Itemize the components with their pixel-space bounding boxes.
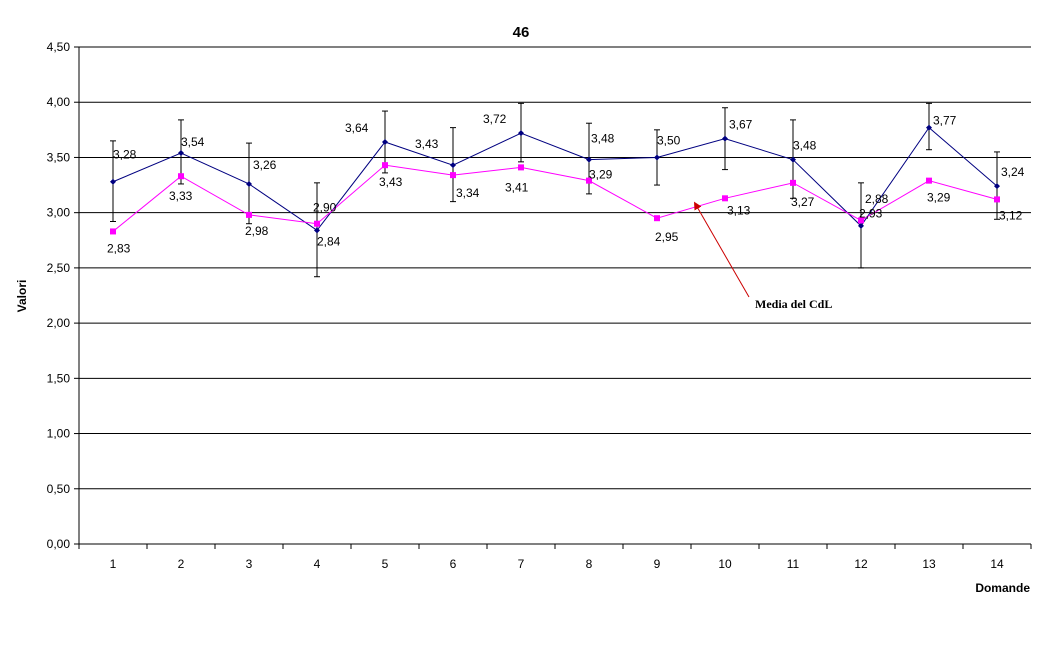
data-label: 3,54 bbox=[181, 135, 205, 149]
data-label: 3,77 bbox=[933, 114, 957, 128]
y-tick-label: 4,00 bbox=[47, 95, 71, 109]
x-tick-label: 5 bbox=[382, 557, 389, 571]
data-point bbox=[790, 156, 796, 163]
data-label: 3,13 bbox=[727, 203, 751, 217]
data-point bbox=[110, 228, 116, 235]
data-label: 2,93 bbox=[859, 206, 883, 220]
data-label: 3,43 bbox=[379, 175, 403, 189]
data-point bbox=[722, 195, 728, 202]
series-line-1 bbox=[112, 126, 998, 232]
data-label: 3,50 bbox=[657, 133, 681, 147]
series-lines bbox=[112, 126, 998, 232]
data-point bbox=[246, 211, 252, 218]
data-point bbox=[994, 183, 1000, 190]
data-point bbox=[518, 164, 524, 171]
series-line-2 bbox=[112, 164, 998, 232]
annotation-label: Media del CdL bbox=[755, 297, 832, 311]
data-label: 3,34 bbox=[456, 186, 480, 200]
gridlines bbox=[79, 46, 1031, 490]
data-label: 3,28 bbox=[113, 148, 137, 162]
y-tick-label: 0,00 bbox=[47, 537, 71, 551]
x-tick-label: 10 bbox=[718, 557, 732, 571]
annotation-arrow bbox=[694, 201, 750, 298]
data-label: 3,67 bbox=[729, 118, 753, 132]
x-tick-label: 11 bbox=[787, 557, 800, 571]
data-point bbox=[110, 178, 116, 185]
x-tick-label: 6 bbox=[450, 557, 457, 571]
data-label: 3,26 bbox=[253, 158, 277, 172]
chart-title: 46 bbox=[513, 24, 530, 41]
data-point bbox=[586, 156, 592, 163]
error-bars bbox=[110, 102, 1000, 278]
y-tick-label: 2,00 bbox=[47, 316, 71, 330]
data-label: 2,90 bbox=[313, 201, 337, 215]
y-tick-label: 3,50 bbox=[47, 150, 71, 164]
data-label: 3,27 bbox=[791, 195, 815, 209]
data-label: 3,43 bbox=[415, 137, 439, 151]
data-point bbox=[518, 130, 524, 137]
series-markers bbox=[110, 124, 1000, 235]
data-point bbox=[586, 177, 592, 184]
data-point bbox=[314, 227, 320, 234]
data-label: 3,29 bbox=[927, 191, 951, 205]
data-label: 3,12 bbox=[999, 208, 1023, 222]
y-tick-label: 0,50 bbox=[47, 482, 71, 496]
data-point bbox=[858, 217, 864, 224]
y-tick-label: 1,50 bbox=[47, 371, 71, 385]
x-axis-title: Domande bbox=[975, 581, 1030, 595]
data-point bbox=[450, 162, 456, 169]
data-point bbox=[926, 124, 932, 131]
x-tick-label: 9 bbox=[654, 557, 661, 571]
data-point bbox=[790, 179, 796, 186]
data-label: 3,41 bbox=[505, 180, 529, 194]
data-label: 3,48 bbox=[793, 139, 817, 153]
data-point bbox=[926, 177, 932, 184]
data-point bbox=[178, 150, 184, 157]
y-tick-label: 3,00 bbox=[47, 206, 71, 220]
data-point bbox=[858, 222, 864, 229]
x-tick-label: 8 bbox=[586, 557, 593, 571]
x-tick-label: 3 bbox=[246, 557, 253, 571]
y-tick-label: 1,00 bbox=[47, 427, 71, 441]
x-axis: 1 2 3 4 5 6 7 8 9 10 11 12 13 14 bbox=[78, 543, 1032, 571]
data-point bbox=[314, 220, 320, 227]
y-tick-label: 4,50 bbox=[47, 40, 71, 54]
y-tick-label: 2,50 bbox=[47, 261, 71, 275]
data-label: 2,88 bbox=[865, 192, 889, 206]
data-point bbox=[994, 196, 1000, 203]
x-tick-label: 12 bbox=[854, 557, 868, 571]
data-label: 2,95 bbox=[655, 230, 679, 244]
y-axis-title: Valori bbox=[15, 280, 29, 313]
data-label: 3,29 bbox=[589, 168, 613, 182]
data-point bbox=[654, 215, 660, 222]
data-label: 3,33 bbox=[169, 189, 193, 203]
data-label: 2,98 bbox=[245, 224, 269, 238]
x-tick-label: 7 bbox=[518, 557, 525, 571]
data-point bbox=[246, 180, 252, 187]
data-label: 2,84 bbox=[317, 234, 341, 248]
data-point bbox=[450, 172, 456, 179]
data-labels: 3,28 3,54 3,26 2,84 3,64 3,43 3,72 3,48 3,50 3,67… bbox=[107, 112, 1025, 255]
y-axis: 0,00 0,50 1,00 1,50 2,00 2,50 3,00 3,50 4,00 4,50 bbox=[47, 40, 80, 551]
data-label: 3,64 bbox=[345, 121, 369, 135]
data-label: 3,48 bbox=[591, 132, 615, 146]
x-tick-label: 2 bbox=[178, 557, 185, 571]
annotation: Media del CdL bbox=[694, 201, 832, 311]
x-tick-label: 1 bbox=[110, 557, 117, 571]
data-point bbox=[178, 173, 184, 180]
data-point bbox=[722, 135, 728, 142]
data-point bbox=[382, 162, 388, 169]
x-tick-label: 4 bbox=[314, 557, 321, 571]
data-label: 2,83 bbox=[107, 241, 131, 255]
x-tick-label: 13 bbox=[922, 557, 936, 571]
data-label: 3,72 bbox=[483, 112, 507, 126]
x-tick-label: 14 bbox=[990, 557, 1004, 571]
data-point bbox=[654, 154, 660, 161]
data-point bbox=[382, 138, 388, 145]
data-label: 3,24 bbox=[1001, 165, 1025, 179]
